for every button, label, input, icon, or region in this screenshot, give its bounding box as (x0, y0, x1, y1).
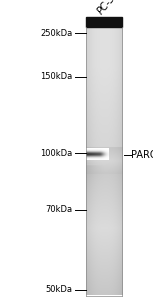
Text: PARG: PARG (131, 149, 153, 160)
Text: 70kDa: 70kDa (46, 206, 73, 214)
Bar (86, 17, 122, 27)
Text: 100kDa: 100kDa (40, 148, 73, 158)
Text: 250kDa: 250kDa (40, 28, 73, 38)
Text: 50kDa: 50kDa (46, 285, 73, 294)
Text: 150kDa: 150kDa (40, 72, 73, 81)
Text: PC-3: PC-3 (96, 0, 118, 16)
